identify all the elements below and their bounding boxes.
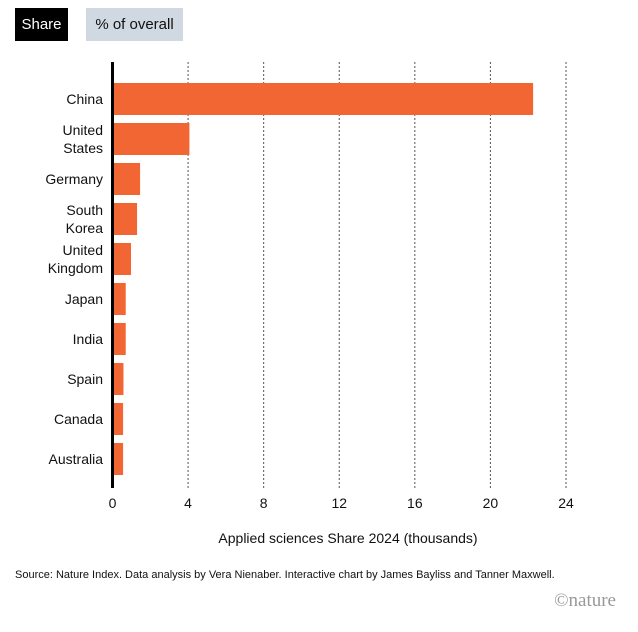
nature-logo: ©nature [554, 590, 616, 611]
bar-chart: 0 4 8 12 16 20 24 China United States Germany South… [45, 62, 574, 546]
category-label: United Kingdom [48, 242, 103, 276]
share-button[interactable]: Share [15, 8, 68, 41]
bar-china [112, 83, 534, 115]
bar-germany [112, 163, 141, 195]
category-label: Canada [54, 411, 103, 427]
bar-united-kingdom [112, 243, 132, 275]
category-label: Germany [45, 171, 103, 187]
x-axis-title: Applied sciences Share 2024 (thousands) [218, 530, 477, 546]
x-tick-label: 8 [260, 495, 268, 511]
bar-canada [112, 403, 124, 435]
x-tick-label: 0 [109, 495, 117, 511]
category-label: China [66, 91, 103, 107]
x-tick-label: 24 [558, 495, 574, 511]
category-label: Australia [49, 451, 104, 467]
category-label: United States [63, 122, 103, 156]
x-tick-label: 12 [331, 495, 347, 511]
category-label: Japan [65, 291, 103, 307]
category-label: India [73, 331, 104, 347]
category-label: Spain [67, 371, 103, 387]
x-tick-label: 4 [184, 495, 192, 511]
bar-united-states [112, 123, 190, 155]
source-note: Source: Nature Index. Data analysis by V… [15, 569, 555, 581]
bar-south-korea [112, 203, 138, 235]
category-label: South Korea [66, 202, 104, 236]
x-tick-label: 16 [407, 495, 423, 511]
percent-of-overall-button[interactable]: % of overall [86, 8, 183, 41]
bar-australia [112, 443, 124, 475]
bar-spain [112, 363, 124, 395]
bar-india [112, 323, 126, 355]
x-tick-label: 20 [483, 495, 499, 511]
bar-japan [112, 283, 126, 315]
